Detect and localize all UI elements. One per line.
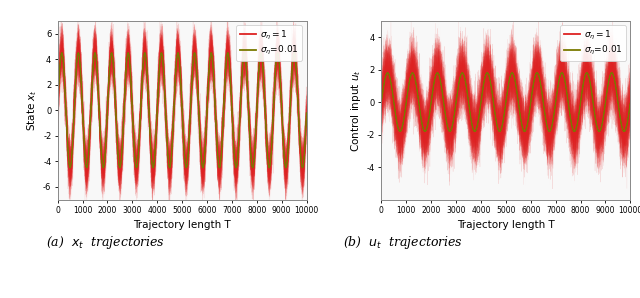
Text: (a)  $x_t$  trajectories: (a) $x_t$ trajectories [46, 234, 165, 251]
X-axis label: Trajectory length T: Trajectory length T [457, 221, 555, 230]
Legend: $\sigma_{\eta} = 1$, $\sigma_{\eta}$=0.01: $\sigma_{\eta} = 1$, $\sigma_{\eta}$=0.0… [560, 25, 626, 61]
X-axis label: Trajectory length T: Trajectory length T [133, 221, 231, 230]
Legend: $\sigma_{\eta} = 1$, $\sigma_{\eta}$=0.01: $\sigma_{\eta} = 1$, $\sigma_{\eta}$=0.0… [236, 25, 302, 61]
Text: (b)  $u_t$  trajectories: (b) $u_t$ trajectories [343, 234, 463, 251]
Y-axis label: Control input $u_t$: Control input $u_t$ [349, 69, 363, 152]
Y-axis label: State $x_t$: State $x_t$ [25, 89, 39, 131]
